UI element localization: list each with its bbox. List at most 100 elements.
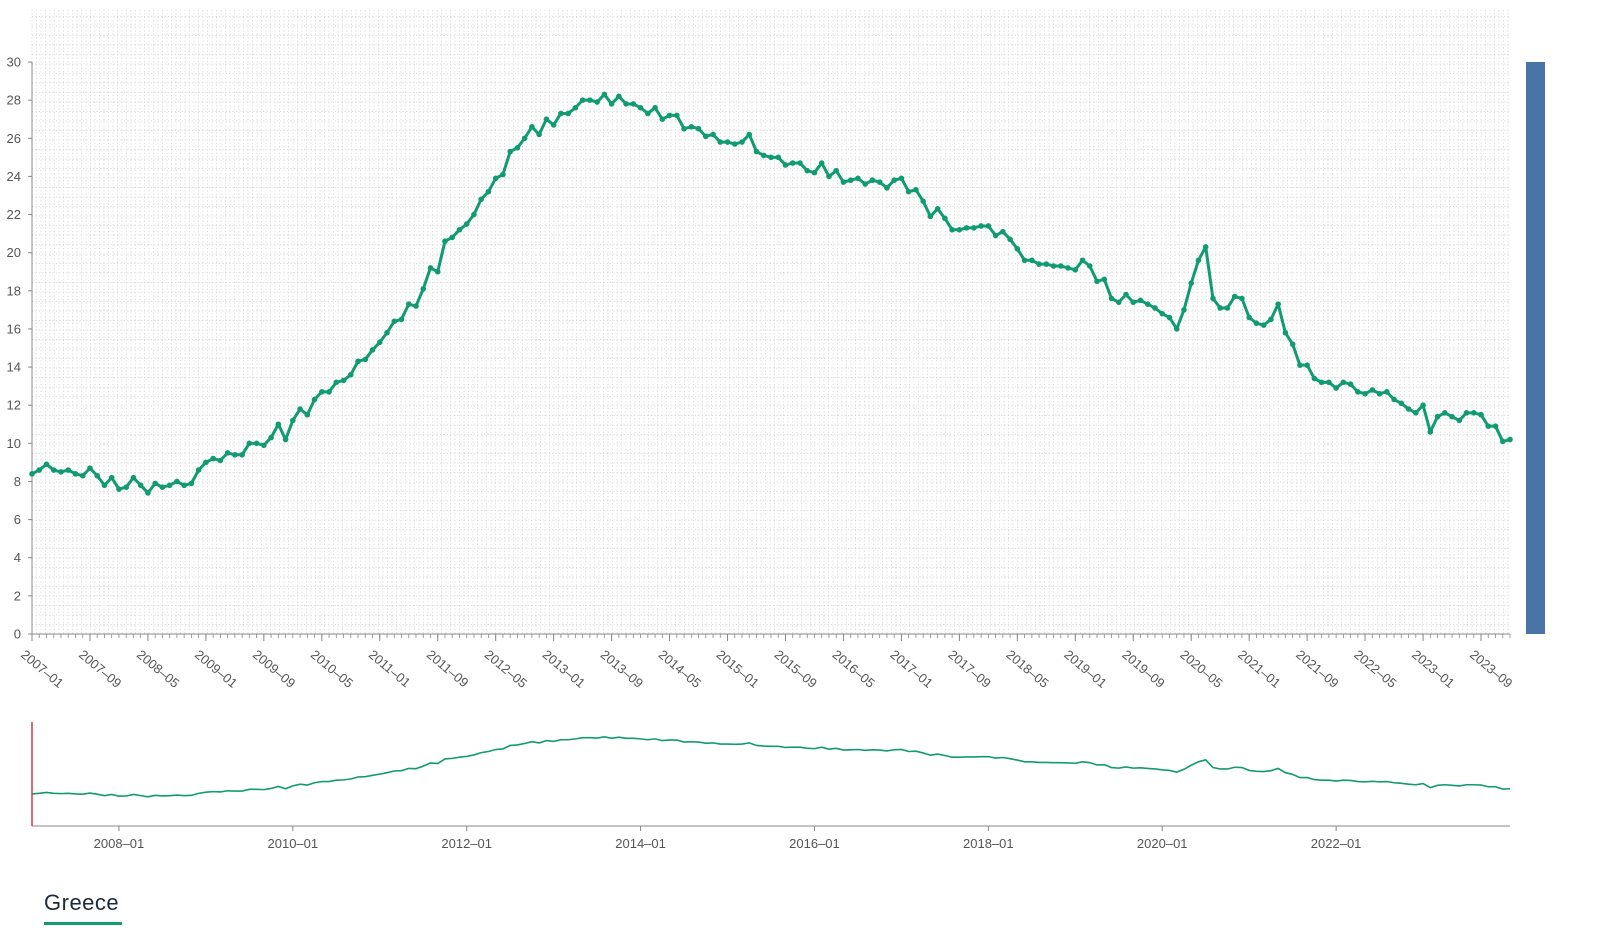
data-point[interactable] (376, 339, 383, 346)
data-point[interactable] (181, 482, 187, 489)
data-point[interactable] (876, 179, 883, 185)
data-point[interactable] (290, 417, 296, 424)
data-point[interactable] (884, 185, 890, 191)
series-line-greece[interactable] (31, 92, 1511, 495)
data-point[interactable] (108, 474, 115, 481)
data-point[interactable] (1123, 291, 1129, 298)
data-point[interactable] (1492, 423, 1499, 429)
data-point[interactable] (434, 268, 441, 275)
data-point[interactable] (391, 318, 398, 325)
data-point[interactable] (355, 358, 361, 365)
vertical-scrollbar-thumb[interactable] (1526, 62, 1545, 634)
data-point[interactable] (1470, 410, 1477, 416)
data-point[interactable] (340, 377, 347, 384)
data-point[interactable] (1101, 276, 1108, 283)
data-point[interactable] (442, 238, 448, 245)
data-point[interactable] (1246, 314, 1252, 321)
data-point[interactable] (116, 486, 122, 492)
data-point[interactable] (29, 471, 35, 477)
data-point[interactable] (333, 379, 340, 386)
data-point[interactable] (949, 226, 955, 233)
data-point[interactable] (536, 131, 542, 138)
data-point[interactable] (1202, 244, 1209, 250)
data-point[interactable] (905, 188, 912, 195)
data-point[interactable] (347, 371, 354, 378)
data-point[interactable] (159, 484, 166, 490)
data-point[interactable] (239, 451, 245, 458)
data-point[interactable] (282, 436, 289, 443)
data-point[interactable] (1268, 316, 1274, 323)
data-point[interactable] (304, 411, 311, 418)
data-point[interactable] (963, 225, 970, 231)
data-point[interactable] (1413, 410, 1419, 416)
data-point[interactable] (1137, 297, 1144, 304)
data-point[interactable] (775, 154, 782, 161)
data-point[interactable] (507, 148, 513, 155)
data-point[interactable] (1260, 322, 1267, 328)
data-point[interactable] (1427, 429, 1434, 435)
data-point[interactable] (1065, 265, 1071, 271)
data-point[interactable] (1405, 406, 1412, 412)
data-point[interactable] (616, 93, 622, 100)
data-point[interactable] (369, 347, 376, 353)
data-point[interactable] (927, 213, 934, 220)
data-point[interactable] (1456, 417, 1463, 424)
data-point[interactable] (674, 112, 680, 119)
data-point[interactable] (58, 469, 64, 475)
data-point[interactable] (1434, 413, 1441, 420)
data-point[interactable] (1449, 413, 1455, 420)
data-point[interactable] (1347, 381, 1354, 388)
data-point[interactable] (1115, 299, 1122, 306)
data-point[interactable] (811, 169, 818, 176)
data-point[interactable] (1058, 263, 1064, 269)
data-point[interactable] (529, 124, 535, 130)
data-point[interactable] (760, 152, 767, 159)
data-point[interactable] (50, 467, 57, 473)
main-series[interactable] (29, 91, 1513, 496)
data-point[interactable] (1391, 396, 1397, 403)
data-point[interactable] (1478, 411, 1484, 418)
data-point[interactable] (543, 116, 550, 122)
data-point[interactable] (413, 303, 419, 309)
data-point[interactable] (934, 206, 941, 212)
data-point[interactable] (1507, 436, 1513, 443)
data-point[interactable] (623, 101, 629, 107)
data-point[interactable] (833, 167, 840, 174)
data-point[interactable] (608, 101, 615, 107)
data-point[interactable] (847, 177, 854, 184)
data-point[interactable] (152, 480, 158, 487)
data-point[interactable] (1275, 301, 1281, 307)
legend-item-greece[interactable]: Greece (44, 890, 120, 915)
data-point[interactable] (1000, 228, 1006, 235)
data-point[interactable] (942, 215, 948, 222)
legend[interactable]: Greece (44, 890, 122, 925)
data-point[interactable] (427, 265, 434, 271)
data-point[interactable] (1130, 299, 1137, 306)
data-point[interactable] (1318, 379, 1325, 386)
data-point[interactable] (1289, 341, 1296, 347)
data-point[interactable] (789, 160, 796, 166)
data-point[interactable] (188, 480, 195, 487)
data-point[interactable] (695, 125, 702, 132)
data-point[interactable] (558, 110, 564, 117)
data-point[interactable] (1152, 305, 1158, 311)
data-point[interactable] (862, 181, 868, 187)
data-point[interactable] (920, 198, 926, 204)
data-point[interactable] (79, 472, 86, 479)
data-point[interactable] (1079, 257, 1086, 264)
data-point[interactable] (1159, 310, 1166, 317)
data-point[interactable] (268, 434, 274, 441)
data-point[interactable] (195, 467, 202, 473)
data-point[interactable] (65, 467, 72, 473)
data-point[interactable] (594, 99, 600, 105)
data-point[interactable] (1217, 305, 1223, 311)
data-point[interactable] (492, 175, 499, 182)
data-point[interactable] (275, 421, 282, 428)
data-point[interactable] (818, 160, 825, 166)
data-point[interactable] (1014, 246, 1021, 252)
data-point[interactable] (637, 104, 644, 111)
data-point[interactable] (645, 110, 651, 117)
data-point[interactable] (36, 467, 43, 473)
data-point[interactable] (246, 440, 253, 447)
data-point[interactable] (601, 91, 608, 98)
